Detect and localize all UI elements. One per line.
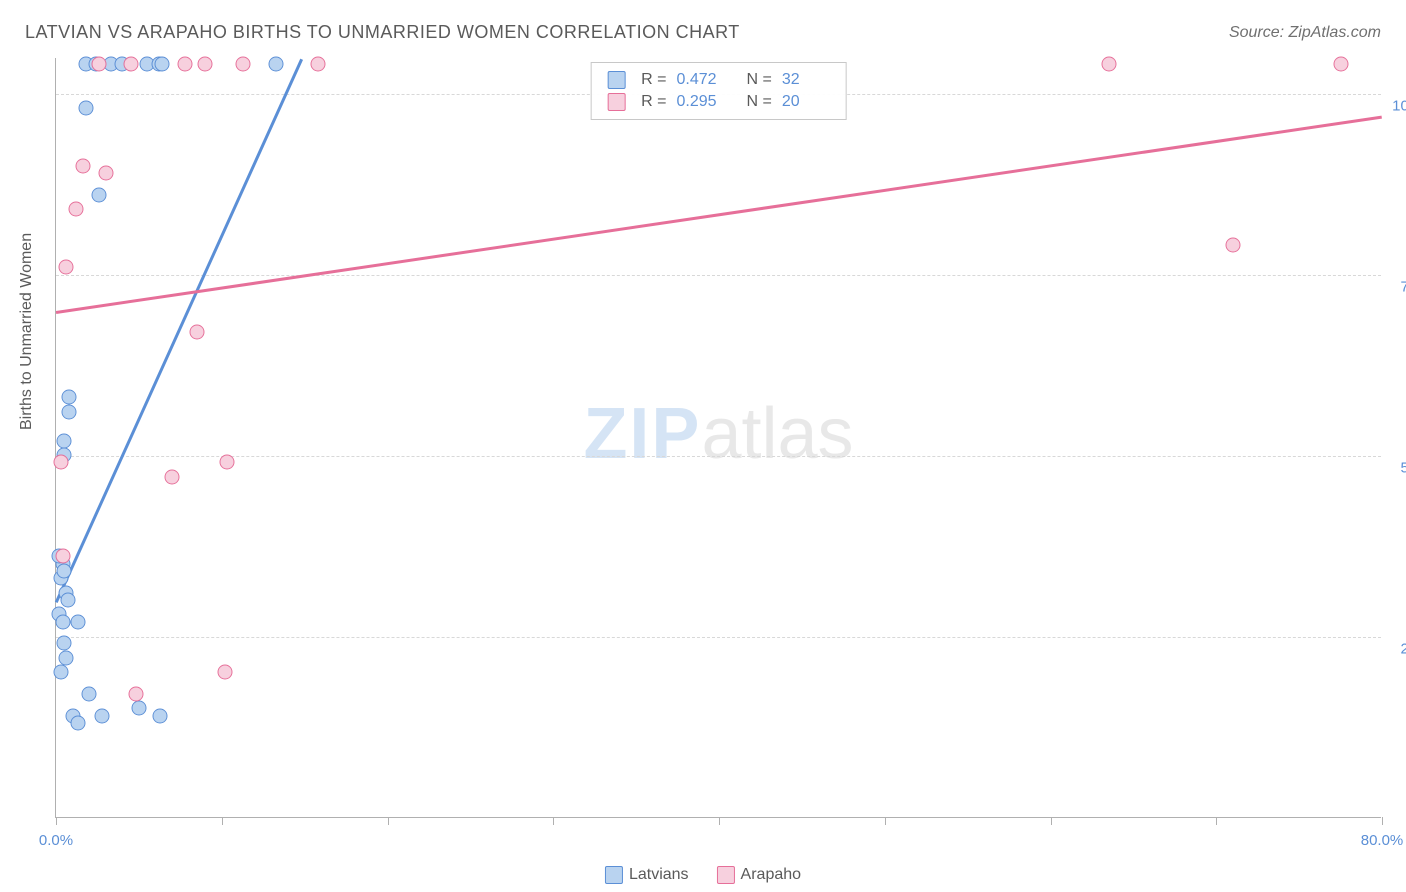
scatter-marker	[165, 469, 180, 484]
gridline-horizontal	[56, 456, 1381, 457]
x-tick-label: 0.0%	[39, 832, 73, 849]
scatter-marker	[78, 100, 93, 115]
scatter-marker	[55, 614, 70, 629]
scatter-plot	[56, 58, 1381, 817]
x-tick	[222, 817, 223, 825]
scatter-marker	[1225, 238, 1240, 253]
r-label: R =	[641, 71, 666, 89]
series-legend: Latvians Arapaho	[605, 866, 801, 884]
scatter-marker	[1101, 57, 1116, 72]
scatter-marker	[1333, 57, 1348, 72]
x-tick	[388, 817, 389, 825]
chart-plot-area: ZIPatlas R =0.472N =32R =0.295N =20 25.0…	[55, 58, 1381, 818]
scatter-marker	[62, 390, 77, 405]
y-tick-label: 100.0%	[1392, 98, 1406, 115]
stats-legend-box: R = 0.472 N = 32 R = 0.295 N = 20	[590, 62, 847, 120]
scatter-marker	[92, 57, 107, 72]
n-value: 32	[782, 71, 830, 89]
scatter-marker	[58, 259, 73, 274]
legend-item: Latvians	[605, 866, 689, 884]
legend-item: Arapaho	[717, 866, 802, 884]
y-axis-title: Births to Unmarried Women	[18, 233, 36, 430]
scatter-marker	[53, 665, 68, 680]
scatter-marker	[75, 158, 90, 173]
scatter-marker	[92, 187, 107, 202]
r-value: 0.472	[677, 71, 725, 89]
r-value: 0.295	[677, 93, 725, 111]
series-swatch	[605, 866, 623, 884]
series-swatch	[607, 93, 625, 111]
gridline-horizontal	[56, 275, 1381, 276]
y-tick-label: 25.0%	[1400, 641, 1406, 658]
legend-label: Latvians	[629, 866, 689, 883]
n-label: N =	[747, 93, 772, 111]
y-tick-label: 50.0%	[1400, 460, 1406, 477]
scatter-marker	[189, 325, 204, 340]
scatter-marker	[55, 549, 70, 564]
y-tick-label: 75.0%	[1400, 279, 1406, 296]
n-label: N =	[747, 71, 772, 89]
x-tick	[1216, 817, 1217, 825]
scatter-marker	[123, 57, 138, 72]
scatter-marker	[219, 455, 234, 470]
trend-line	[55, 59, 303, 603]
scatter-marker	[82, 686, 97, 701]
series-swatch	[607, 71, 625, 89]
x-tick	[719, 817, 720, 825]
r-label: R =	[641, 93, 666, 111]
scatter-marker	[198, 57, 213, 72]
scatter-marker	[57, 433, 72, 448]
scatter-marker	[155, 57, 170, 72]
scatter-marker	[178, 57, 193, 72]
legend-label: Arapaho	[741, 866, 802, 883]
gridline-horizontal	[56, 637, 1381, 638]
stats-row: R = 0.472 N = 32	[607, 69, 830, 91]
scatter-marker	[128, 686, 143, 701]
scatter-marker	[62, 404, 77, 419]
scatter-marker	[98, 165, 113, 180]
scatter-marker	[53, 455, 68, 470]
scatter-marker	[70, 715, 85, 730]
source-label: Source: ZipAtlas.com	[1229, 24, 1381, 42]
series-swatch	[717, 866, 735, 884]
chart-header: LATVIAN VS ARAPAHO BIRTHS TO UNMARRIED W…	[25, 22, 1381, 43]
scatter-marker	[68, 202, 83, 217]
chart-title: LATVIAN VS ARAPAHO BIRTHS TO UNMARRIED W…	[25, 22, 740, 43]
scatter-marker	[153, 708, 168, 723]
x-tick	[1051, 817, 1052, 825]
scatter-marker	[58, 650, 73, 665]
scatter-marker	[218, 665, 233, 680]
x-tick	[885, 817, 886, 825]
trend-line	[56, 116, 1382, 314]
scatter-marker	[60, 592, 75, 607]
scatter-marker	[95, 708, 110, 723]
scatter-marker	[57, 636, 72, 651]
x-tick-label: 80.0%	[1361, 832, 1404, 849]
scatter-marker	[236, 57, 251, 72]
scatter-marker	[70, 614, 85, 629]
n-value: 20	[782, 93, 830, 111]
scatter-marker	[131, 701, 146, 716]
x-tick	[56, 817, 57, 825]
scatter-marker	[269, 57, 284, 72]
scatter-marker	[310, 57, 325, 72]
x-tick	[1382, 817, 1383, 825]
x-tick	[553, 817, 554, 825]
scatter-marker	[57, 563, 72, 578]
stats-row: R = 0.295 N = 20	[607, 91, 830, 113]
